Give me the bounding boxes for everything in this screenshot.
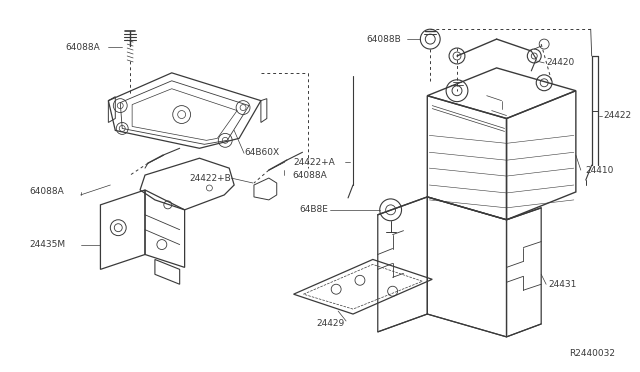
- Text: 64B60X: 64B60X: [244, 148, 279, 157]
- Text: R2440032: R2440032: [570, 349, 616, 358]
- Text: 24422+B: 24422+B: [189, 174, 231, 183]
- Text: 24431: 24431: [548, 280, 577, 289]
- Text: 64088B: 64088B: [366, 35, 401, 44]
- Text: 24429: 24429: [316, 320, 344, 328]
- Text: 64088A: 64088A: [292, 171, 327, 180]
- Text: 64088A: 64088A: [66, 42, 100, 52]
- Text: 24435M: 24435M: [29, 240, 65, 249]
- Text: 24420: 24420: [546, 58, 574, 67]
- Text: 64B8E: 64B8E: [300, 205, 328, 214]
- Text: 24410: 24410: [586, 166, 614, 174]
- Text: 64088A: 64088A: [29, 187, 64, 196]
- Text: 24422: 24422: [604, 111, 632, 120]
- Text: 24422+A: 24422+A: [294, 158, 335, 167]
